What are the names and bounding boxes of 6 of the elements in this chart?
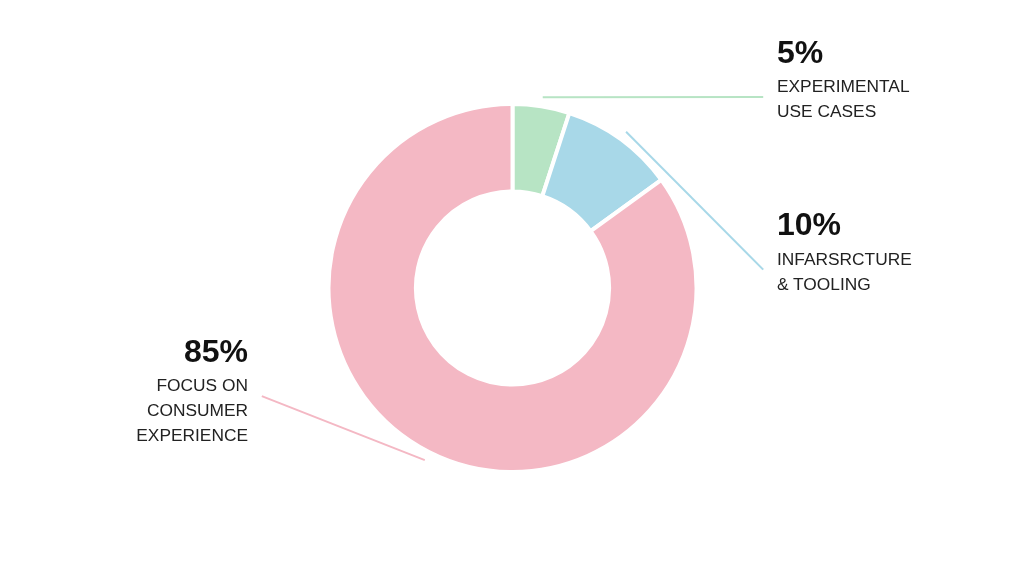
data-label: 85% [183,332,248,369]
slice-label: INFARSRCTURE & TOOLING [777,248,912,294]
slice-label: EXPERIMENTAL USE CASES [777,76,910,122]
data-label: 10% [777,206,842,242]
data-label: 5% [777,33,824,70]
slice-label: FOCUS ON CONSUMER EXPERIENCE [136,375,249,446]
